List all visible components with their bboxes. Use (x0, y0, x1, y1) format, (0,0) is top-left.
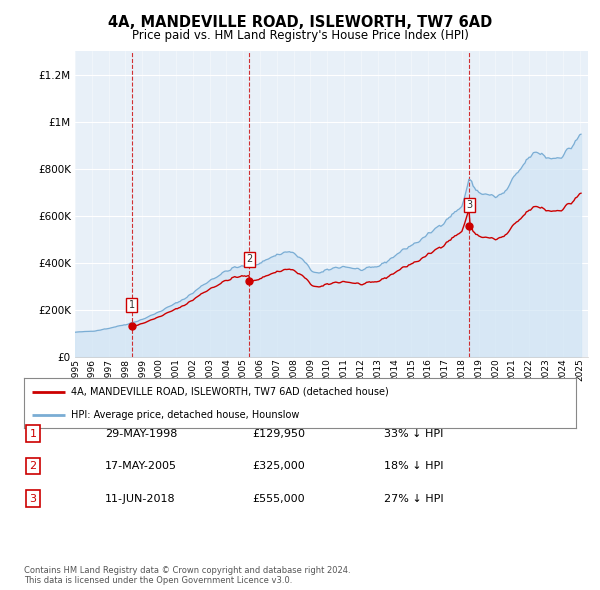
Text: 18% ↓ HPI: 18% ↓ HPI (384, 461, 443, 471)
Text: £555,000: £555,000 (252, 494, 305, 503)
Text: 11-JUN-2018: 11-JUN-2018 (105, 494, 176, 503)
Text: 4A, MANDEVILLE ROAD, ISLEWORTH, TW7 6AD: 4A, MANDEVILLE ROAD, ISLEWORTH, TW7 6AD (108, 15, 492, 30)
Text: 4A, MANDEVILLE ROAD, ISLEWORTH, TW7 6AD (detached house): 4A, MANDEVILLE ROAD, ISLEWORTH, TW7 6AD … (71, 386, 389, 396)
Text: HPI: Average price, detached house, Hounslow: HPI: Average price, detached house, Houn… (71, 410, 299, 420)
Text: 3: 3 (29, 494, 37, 503)
Text: 29-MAY-1998: 29-MAY-1998 (105, 429, 178, 438)
Text: £129,950: £129,950 (252, 429, 305, 438)
Text: 2: 2 (29, 461, 37, 471)
Text: 2: 2 (246, 254, 253, 264)
Text: Contains HM Land Registry data © Crown copyright and database right 2024.
This d: Contains HM Land Registry data © Crown c… (24, 566, 350, 585)
Text: 33% ↓ HPI: 33% ↓ HPI (384, 429, 443, 438)
Text: 3: 3 (466, 200, 472, 210)
Text: £325,000: £325,000 (252, 461, 305, 471)
Text: 1: 1 (128, 300, 135, 310)
Text: 27% ↓ HPI: 27% ↓ HPI (384, 494, 443, 503)
Text: 17-MAY-2005: 17-MAY-2005 (105, 461, 177, 471)
Text: 1: 1 (29, 429, 37, 438)
Text: Price paid vs. HM Land Registry's House Price Index (HPI): Price paid vs. HM Land Registry's House … (131, 30, 469, 42)
